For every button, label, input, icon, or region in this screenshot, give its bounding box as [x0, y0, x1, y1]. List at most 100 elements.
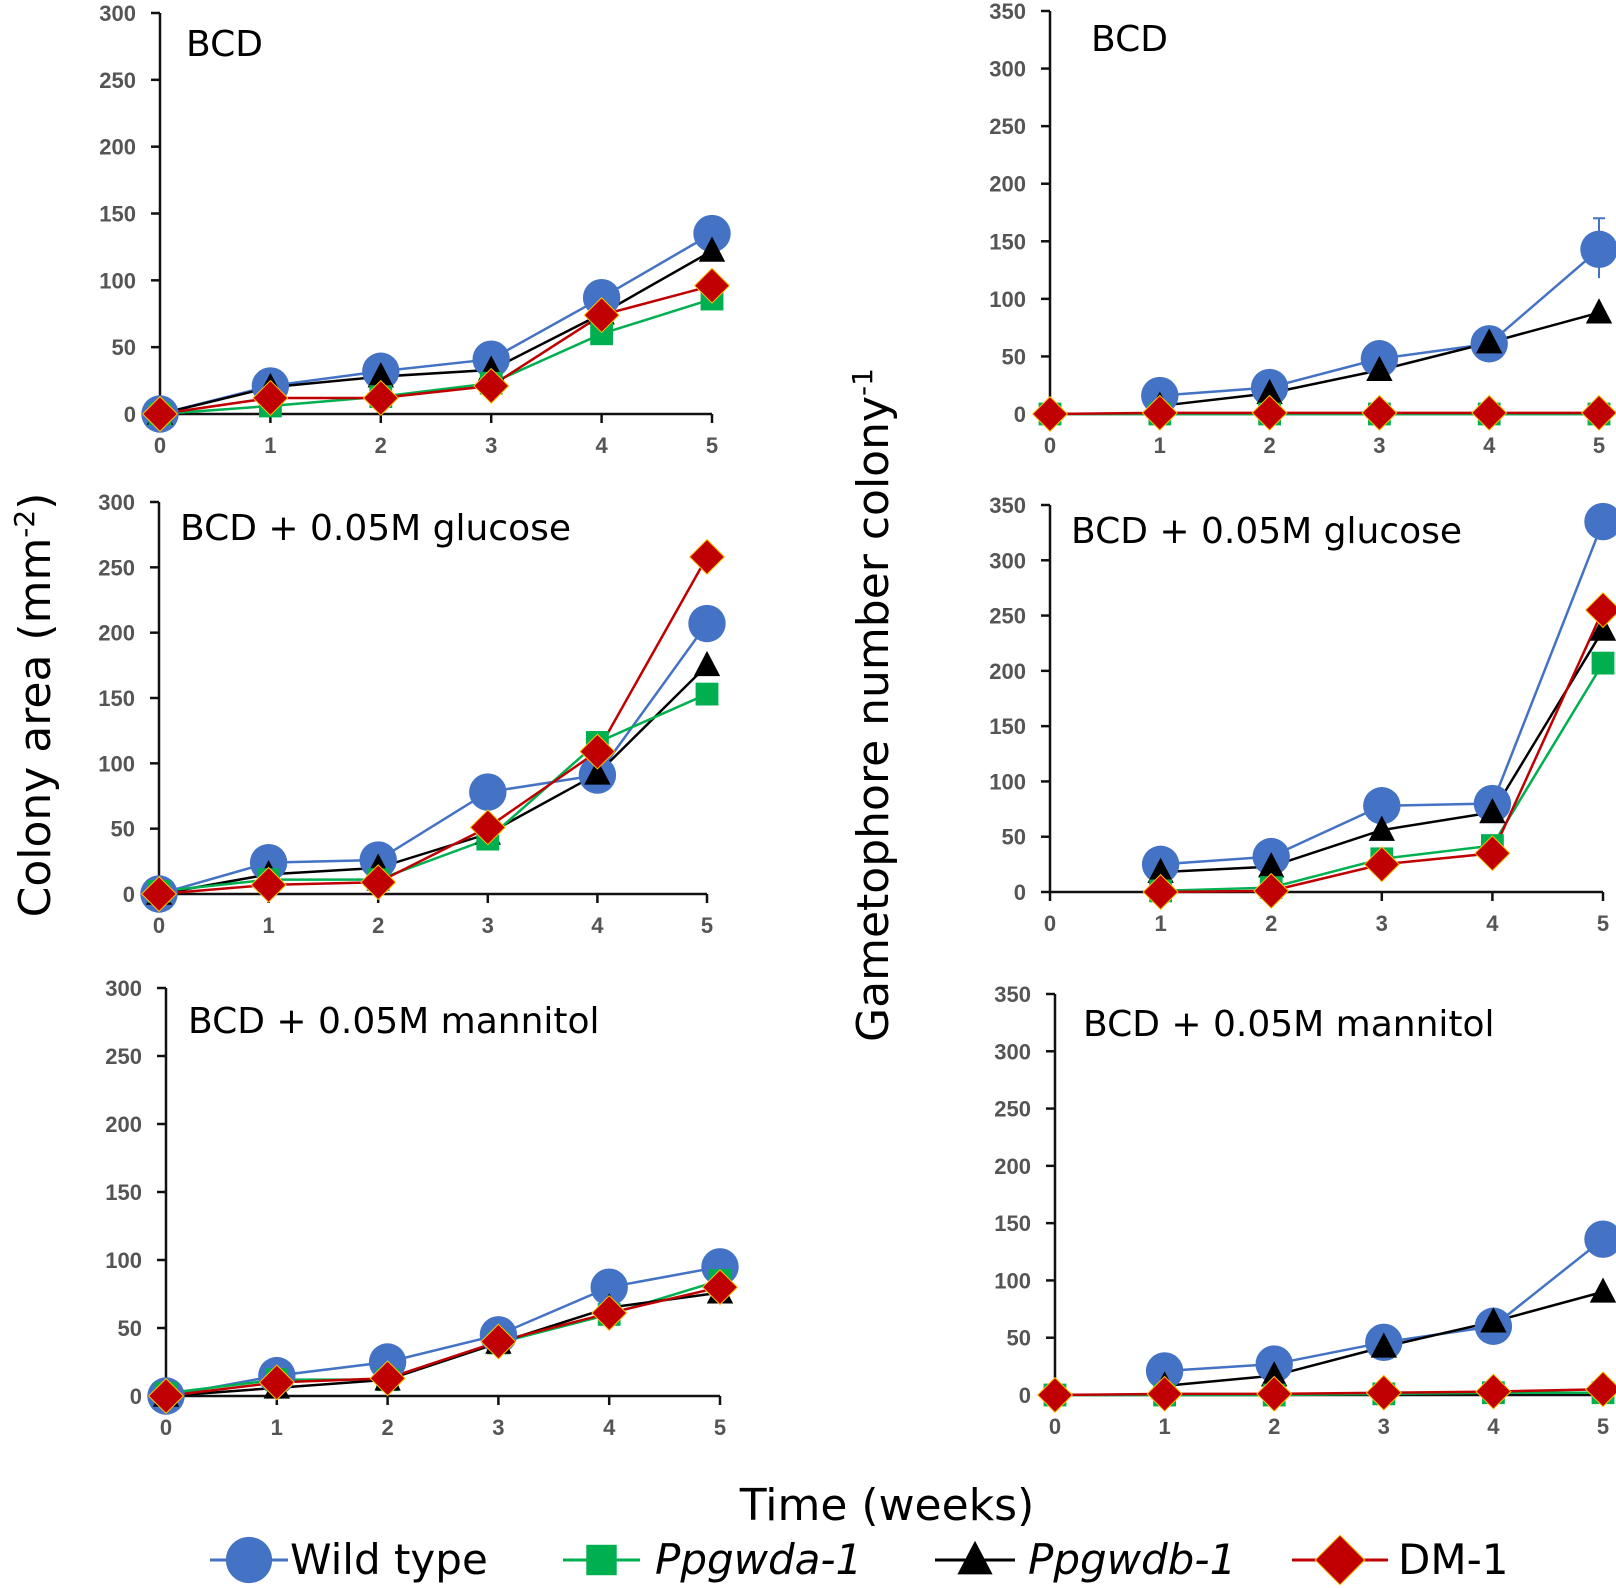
y-tick-label: 100: [994, 1268, 1031, 1293]
data-point-gwdb: [1147, 857, 1174, 883]
data-point-gwda: [590, 322, 613, 346]
data-point-dm: [1475, 1373, 1512, 1410]
x-tick-label: 5: [701, 913, 713, 938]
data-point-gwdb: [1368, 815, 1395, 841]
legend-marker-dm: [1314, 1534, 1366, 1586]
x-tick-label: 4: [1486, 911, 1499, 936]
y-axis-label-right: Gametophore number colony-1: [846, 368, 899, 1042]
data-point-dm: [369, 1360, 406, 1397]
series-line-wt: [165, 1265, 721, 1398]
error-bar-wt-week5: [1593, 217, 1605, 279]
y-tick-label: 0: [130, 1384, 142, 1409]
y-tick-label: 150: [989, 229, 1026, 254]
x-tick-label: 2: [1265, 911, 1277, 936]
x-tick-label: 3: [482, 913, 494, 938]
x-tick-label: 4: [1487, 1414, 1500, 1439]
x-tick-label: 4: [595, 433, 608, 458]
data-point-gwdb: [1589, 615, 1616, 641]
y-tick-label: 150: [994, 1211, 1031, 1236]
data-point-wt: [1584, 502, 1616, 541]
data-point-dm: [1031, 395, 1069, 433]
x-tick-label: 5: [1593, 433, 1605, 458]
y-axis-label-left: Colony area (mm-2): [8, 493, 61, 918]
data-point-gwdb: [1589, 1277, 1616, 1303]
y-tick-label: 200: [989, 172, 1026, 197]
data-point-dm: [147, 1377, 185, 1415]
panel-title: BCD + 0.05M mannitol: [1083, 1004, 1495, 1045]
panel-title: BCD: [1091, 19, 1168, 60]
y-tick-label: 100: [98, 751, 135, 776]
y-tick-label: 250: [989, 114, 1026, 139]
panel-area-mannitol: 0 50 100 150 200 250 300 0 1 2 3 4 5 BCD + 0.05M mann…: [105, 976, 739, 1440]
y-tick-label: 250: [99, 68, 136, 93]
data-point-dm: [579, 733, 616, 770]
legend-marker-gwdb: [957, 1540, 993, 1575]
x-tick-label: 3: [1373, 433, 1385, 458]
x-tick-label: 2: [1263, 433, 1275, 458]
y-tick-label: 50: [1002, 344, 1026, 369]
y-tick-label: 100: [989, 287, 1026, 312]
y-tick-label: 300: [989, 548, 1026, 573]
y-tick-label: 300: [994, 1039, 1031, 1064]
data-point-dm: [140, 875, 178, 913]
panel-title: BCD + 0.05M glucose: [1071, 511, 1462, 552]
series-line-dm: [1054, 1388, 1604, 1397]
y-tick-label: 250: [98, 555, 135, 580]
x-tick-label: 1: [1154, 433, 1166, 458]
x-tick-label: 4: [603, 1415, 616, 1440]
data-point-wt: [688, 604, 726, 643]
y-tick-label: 200: [98, 621, 135, 646]
series-line-gwda: [165, 1279, 721, 1395]
data-point-dm: [1251, 394, 1288, 431]
data-point-gwdb: [1366, 355, 1393, 382]
data-point-dm: [141, 395, 179, 433]
x-tick-label: 2: [381, 1415, 393, 1440]
data-point-gwdb: [1585, 298, 1613, 324]
legend-label: DM-1: [1398, 1535, 1508, 1584]
series-line-dm: [1049, 411, 1599, 416]
series-line-gwdb: [158, 664, 708, 896]
legend-label: Wild type: [290, 1535, 488, 1584]
panel-game-mannitol: 0 50 100 150 200 250 300 350 0 1 2 3 4 5 BCD + 0.05M m…: [994, 982, 1616, 1439]
x-tick-label: 0: [153, 913, 165, 938]
panel-area-bcd: 0 50 100 150 200 250 300 0 1 2 3 4 5 BCD: [99, 1, 731, 458]
y-tick-label: 250: [989, 604, 1026, 629]
data-point-gwda: [695, 682, 719, 706]
data-point-dm: [1253, 872, 1290, 909]
series-line-dm: [159, 284, 713, 416]
x-tick-label: 0: [154, 433, 166, 458]
data-point-wt: [1584, 1220, 1616, 1258]
y-tick-label: 100: [105, 1248, 142, 1273]
data-point-wt: [1145, 1352, 1184, 1390]
data-point-dm: [360, 864, 397, 901]
legend-marker-gwda: [586, 1544, 617, 1576]
x-tick-label: 0: [1044, 433, 1056, 458]
data-point-dm: [1142, 873, 1179, 911]
y-tick-label: 350: [989, 493, 1026, 518]
data-point-dm: [1580, 394, 1616, 431]
data-point-dm: [1584, 591, 1616, 629]
y-tick-label: 300: [989, 57, 1026, 82]
series-line-gwda: [159, 297, 713, 416]
panel-title: BCD: [186, 24, 263, 65]
y-tick-label: 0: [124, 402, 136, 427]
y-tick-label: 200: [105, 1112, 142, 1137]
data-point-dm: [1363, 846, 1400, 883]
data-point-dm: [1256, 1375, 1293, 1412]
y-tick-label: 100: [989, 769, 1026, 794]
data-point-wt: [590, 1268, 628, 1306]
x-tick-label: 0: [1049, 1414, 1061, 1439]
data-point-dm: [258, 1364, 295, 1401]
data-point-dm: [480, 1323, 517, 1360]
x-tick-label: 5: [1597, 911, 1609, 936]
data-point-dm: [1361, 394, 1398, 431]
data-point-dm: [252, 379, 289, 417]
x-tick-label: 1: [262, 913, 274, 938]
legend-item-gwdb: Ppgwdb-1: [935, 1535, 1236, 1584]
data-point-gwdb: [1258, 852, 1285, 878]
data-point-gwdb: [1261, 1361, 1288, 1387]
data-point-gwda: [1591, 651, 1615, 675]
x-tick-label: 2: [1268, 1414, 1280, 1439]
